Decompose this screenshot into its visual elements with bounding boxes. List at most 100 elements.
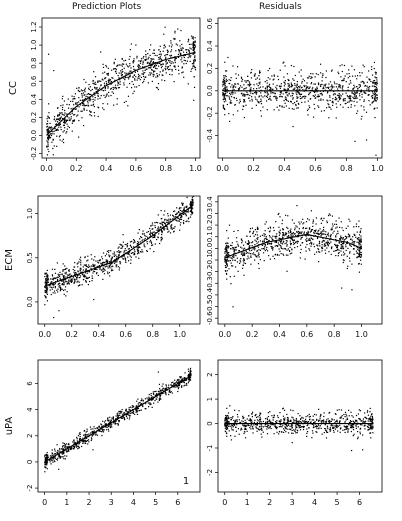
data-point bbox=[160, 238, 162, 240]
data-point bbox=[71, 279, 73, 281]
data-point bbox=[309, 243, 311, 245]
data-point bbox=[103, 108, 105, 111]
data-point bbox=[344, 99, 346, 102]
data-point bbox=[317, 73, 319, 76]
data-point bbox=[45, 272, 48, 274]
data-point bbox=[173, 80, 175, 83]
data-point bbox=[279, 216, 281, 218]
y-tick-label: 0.8 bbox=[30, 58, 38, 69]
data-point bbox=[162, 224, 164, 226]
data-point bbox=[112, 68, 115, 70]
data-point bbox=[259, 101, 261, 103]
data-point bbox=[181, 202, 183, 204]
data-point bbox=[244, 262, 247, 265]
data-point bbox=[226, 260, 228, 262]
data-point bbox=[363, 99, 365, 101]
data-point bbox=[145, 56, 147, 58]
data-point bbox=[152, 73, 154, 75]
data-point bbox=[239, 87, 241, 89]
data-point bbox=[101, 256, 103, 258]
data-point bbox=[99, 259, 101, 261]
data-point bbox=[242, 248, 245, 250]
data-point bbox=[360, 251, 362, 254]
column-header-residuals: Residuals bbox=[259, 2, 302, 12]
data-point bbox=[375, 73, 377, 75]
data-point bbox=[47, 456, 49, 458]
data-point bbox=[54, 268, 56, 270]
data-point bbox=[235, 86, 237, 88]
data-point bbox=[78, 442, 80, 445]
data-point bbox=[64, 289, 66, 291]
data-point bbox=[306, 428, 308, 430]
data-point bbox=[338, 96, 340, 99]
data-point bbox=[255, 240, 257, 242]
data-point bbox=[134, 253, 136, 256]
data-point bbox=[350, 424, 352, 427]
y-tick-label: -1 bbox=[206, 445, 214, 452]
data-point bbox=[247, 243, 249, 246]
data-point bbox=[132, 76, 134, 78]
data-point bbox=[304, 421, 306, 423]
data-point bbox=[274, 254, 276, 256]
data-point bbox=[318, 106, 320, 108]
data-point bbox=[240, 246, 242, 248]
data-point bbox=[232, 259, 234, 261]
data-point bbox=[305, 416, 307, 418]
data-point bbox=[71, 95, 73, 97]
data-point bbox=[309, 239, 311, 241]
data-point bbox=[62, 104, 64, 106]
data-point bbox=[107, 419, 109, 421]
data-point bbox=[266, 109, 268, 111]
data-point bbox=[370, 425, 372, 428]
data-point bbox=[118, 254, 120, 256]
data-point bbox=[223, 81, 225, 83]
data-point bbox=[46, 463, 48, 465]
data-point bbox=[106, 265, 108, 267]
data-point bbox=[287, 85, 290, 87]
data-point bbox=[228, 112, 230, 115]
data-point bbox=[236, 413, 239, 416]
data-point bbox=[138, 64, 140, 66]
data-point bbox=[243, 253, 245, 255]
y-axis: -0.20.00.20.40.60.81.01.2 bbox=[30, 21, 42, 160]
data-point bbox=[76, 105, 78, 108]
data-point bbox=[132, 61, 134, 63]
data-point bbox=[48, 150, 50, 153]
data-point bbox=[58, 136, 61, 138]
data-point bbox=[116, 65, 118, 67]
data-point bbox=[251, 421, 253, 423]
data-point bbox=[278, 109, 280, 111]
data-point bbox=[287, 79, 290, 82]
data-point bbox=[233, 424, 236, 426]
data-point bbox=[146, 68, 148, 70]
data-point bbox=[376, 88, 378, 91]
data-point bbox=[363, 100, 365, 103]
data-point bbox=[104, 269, 106, 271]
data-point bbox=[353, 100, 355, 103]
data-point bbox=[128, 253, 130, 255]
data-point bbox=[65, 271, 67, 273]
data-point bbox=[119, 410, 122, 412]
data-point bbox=[144, 398, 147, 400]
data-point bbox=[328, 420, 330, 422]
data-point bbox=[135, 408, 137, 410]
data-point bbox=[44, 463, 46, 465]
data-point bbox=[92, 431, 95, 433]
data-point bbox=[332, 100, 334, 102]
data-point bbox=[133, 239, 136, 242]
data-point bbox=[340, 238, 342, 240]
data-point bbox=[44, 285, 46, 288]
data-point bbox=[366, 425, 369, 428]
data-point bbox=[150, 396, 153, 398]
data-point bbox=[308, 239, 310, 241]
data-point bbox=[222, 92, 224, 94]
data-point bbox=[152, 244, 154, 246]
data-point bbox=[153, 74, 155, 76]
data-point bbox=[117, 416, 119, 418]
data-point bbox=[327, 431, 329, 433]
data-point bbox=[88, 439, 90, 441]
data-point bbox=[75, 108, 77, 110]
data-point bbox=[71, 122, 73, 124]
data-point bbox=[259, 418, 262, 420]
data-point bbox=[248, 248, 250, 251]
